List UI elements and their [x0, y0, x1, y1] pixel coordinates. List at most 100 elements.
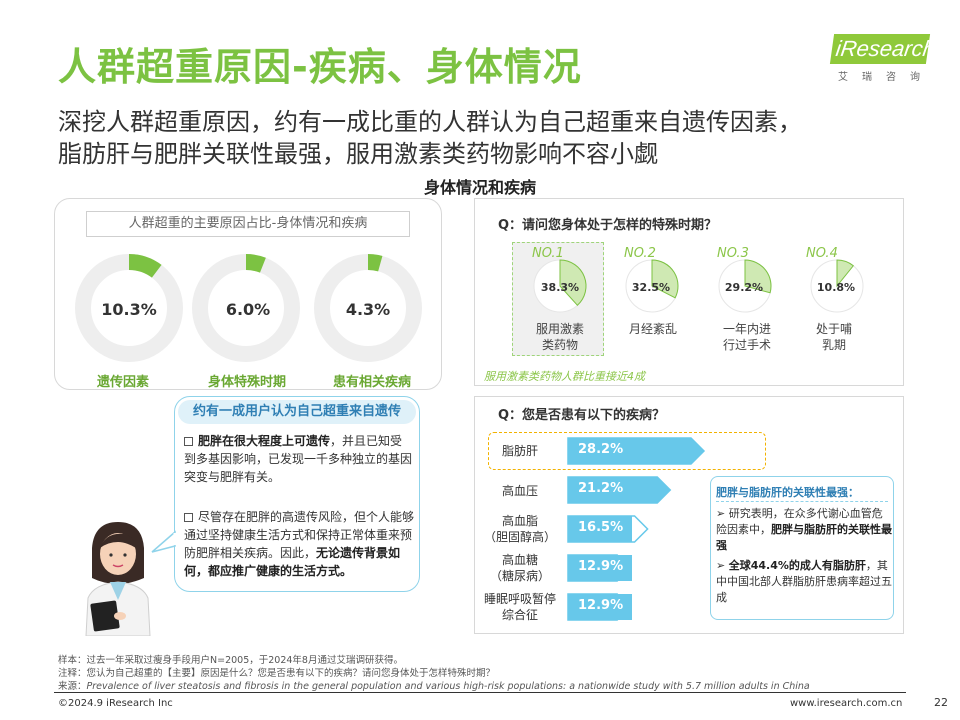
bubble-p1-text: ，并且已知受到多基因影响，已发现一千多种独立的基因突变与肥胖有关。 [184, 434, 413, 484]
reasons-card-title: 人群超重的主要原因占比-身体情况和疾病 [86, 211, 410, 237]
donut-label-3: 患有相关疾病 [332, 375, 411, 390]
donut-label-1: 遗传因素 [96, 375, 149, 390]
period-label-3: 一年内进 行过手术 [707, 321, 787, 353]
info-item-1: ➢ 研究表明，在众多代谢心血管危险因素中，肥胖与脂肪肝的关联性最强 [716, 506, 892, 554]
disease-label-1-line1: 脂肪肝 [501, 444, 538, 458]
disease-label-1: 脂肪肝 [474, 443, 566, 459]
checkbox-square-icon [184, 437, 193, 446]
subtitle-line-1: 深挖人群超重原因，约有一成比重的人群认为自己超重来自遗传因素， [58, 108, 802, 136]
genetics-bubble [174, 396, 420, 592]
bubble-paragraph-2: 尽管存在肥胖的高遗传风险，但个人能够通过坚持健康生活方式和保持正常体重来预防肥胖… [184, 508, 414, 580]
disease-value-1: 28.2% [578, 442, 624, 457]
info-item-2: ➢ 全球44.4%的成人有脂肪肝，其中中国北部人群脂肪肝患病率超过五成 [716, 558, 892, 606]
period-sector-1 [559, 259, 587, 306]
bubble-p2-text: 尽管存在肥胖的高遗传风险，但个人能够通过坚持健康生活方式和保持正常体重来预防肥胖… [184, 510, 415, 560]
checkbox-square-icon [184, 513, 193, 522]
info-item-2-bold: 全球44.4%的成人有脂肪肝 [728, 559, 866, 572]
logo-wordmark: iResearch [829, 34, 937, 64]
special-period-note: 服用激素类药物人群比重接近4成 [484, 370, 645, 383]
donut-value-3: 4.3% [345, 300, 391, 319]
top-disease-highlight [488, 432, 766, 470]
rank-label-3: NO.3 [717, 246, 749, 261]
donut-label-2: 身体特殊时期 [207, 375, 286, 390]
disease-label-5-line2: 综合征 [501, 608, 538, 622]
special-period-rings [533, 259, 864, 313]
footer-divider [54, 692, 906, 693]
ring-value-3: 29.2% [724, 281, 764, 294]
ring-value-2: 32.5% [631, 281, 671, 294]
period-label-1-line1: 服用激素 [535, 322, 584, 336]
disease-label-3-line1: 高血脂 [501, 514, 538, 528]
footnote-source: 来源：Prevalence of liver steatosis and fib… [58, 678, 810, 692]
period-label-1: 服用激素 类药物 [520, 321, 600, 353]
info-item-2-text: ，其中中国北部人群脂肪肝患病率超过五成 [716, 559, 892, 604]
info-heading: 肥胖与脂肪肝的关联性最强： [716, 486, 859, 499]
period-sector-3 [744, 259, 772, 294]
period-sector-4 [836, 259, 855, 288]
disease-value-5: 12.9% [578, 598, 624, 613]
subtitle-line-2: 脂肪肝与肥胖关联性最强，服用激素类药物影响不容小觑 [58, 140, 658, 168]
triangle-bullet-icon: ➢ [716, 507, 729, 520]
disease-label-4: 高血糖 （糖尿病） [474, 552, 566, 584]
ring-value-4: 10.8% [816, 281, 856, 294]
donut-arc-3 [367, 254, 383, 272]
disease-bar-2 [567, 476, 672, 504]
period-sector-2 [651, 259, 679, 299]
website-link[interactable]: www.iresearch.com.cn [790, 698, 903, 709]
rank-label-1: NO.1 [532, 246, 564, 261]
disease-bar-fill-4 [568, 555, 632, 581]
page-title: 人群超重原因-疾病、身体情况 [58, 45, 582, 89]
info-divider [716, 501, 888, 502]
footnote-sample: 样本：过去一年采取过瘦身手段用户N=2005，于2024年8月通过艾瑞调研获得。 [58, 655, 403, 666]
bubble-tail [151, 530, 177, 553]
rank-label-2: NO.2 [624, 246, 656, 261]
triangle-bullet-icon: ➢ [716, 559, 729, 572]
info-item-1-text: 研究表明，在众多代谢心血管危险因素中， [716, 507, 883, 536]
disease-label-4-line2: （糖尿病） [489, 569, 550, 583]
doctor-illustration [85, 522, 151, 636]
disease-label-2: 高血压 [474, 483, 566, 499]
copyright: ©2024.9 iResearch Inc [58, 698, 173, 709]
footnote-notes: 注释：您认为自己超重的【主要】原因是什么？您是否患有以下的疾病？请问您身体处于怎… [58, 668, 496, 679]
donut-value-2: 6.0% [225, 300, 271, 319]
footnote-source-text: Prevalence of liver steatosis and fibros… [86, 681, 810, 692]
disease-question: Q：您是否患有以下的疾病？ [498, 408, 666, 423]
period-label-3-line1: 一年内进 [722, 322, 771, 336]
disease-label-5-line1: 睡眠呼吸暂停 [483, 592, 556, 606]
bubble-paragraph-1: 肥胖在很大程度上可遗传，并且已知受到多基因影响，已发现一千多种独立的基因突变与肥… [184, 432, 414, 486]
disease-label-2-line1: 高血压 [501, 484, 538, 498]
donut-value-1: 10.3% [101, 300, 157, 319]
page-number: 22 [934, 696, 948, 709]
disease-value-3: 16.5% [578, 520, 624, 535]
disease-bar-1 [567, 437, 706, 465]
iresearch-logo: iResearch 艾瑞咨询 [829, 34, 937, 83]
period-label-4-line2: 乳期 [821, 338, 846, 352]
disease-bar-fill-3 [568, 516, 632, 542]
donut-arc-1 [128, 254, 162, 278]
disease-value-4: 12.9% [578, 559, 624, 574]
period-label-4-line1: 处于哺 [815, 322, 852, 336]
period-label-4: 处于哺 乳期 [794, 321, 874, 353]
disease-bar-fill-5 [568, 594, 632, 620]
special-period-question: Q：请问您身体处于怎样的特殊时期？ [498, 218, 718, 233]
period-label-2: 月经紊乱 [613, 321, 693, 337]
bubble-p1-bold: 肥胖在很大程度上可遗传 [198, 434, 331, 448]
disease-label-3-line2: （胆固醇高） [483, 530, 556, 544]
period-label-1-line2: 类药物 [541, 338, 578, 352]
logo-subtext: 艾瑞咨询 [838, 72, 934, 83]
disease-bar-chart [567, 437, 706, 621]
disease-value-2: 21.2% [578, 481, 624, 496]
donut-arc-2 [245, 254, 266, 273]
disease-label-3: 高血脂 （胆固醇高） [474, 513, 566, 545]
bubble-p2-bold: 无论遗传背景如何，都应推广健康的生活方式。 [184, 546, 401, 578]
disease-label-5: 睡眠呼吸暂停 综合征 [474, 591, 566, 623]
fatty-liver-info-box [710, 476, 894, 620]
ring-value-1: 38.3% [540, 281, 580, 294]
rank-label-4: NO.4 [806, 246, 838, 261]
footnote-source-label: 来源： [58, 681, 87, 692]
donut-charts [75, 254, 422, 362]
disease-label-4-line1: 高血糖 [501, 553, 538, 567]
period-label-3-line2: 行过手术 [722, 338, 771, 352]
period-label-2-line1: 月经紊乱 [628, 322, 677, 336]
info-item-1-bold: 肥胖与脂肪肝的关联性最强 [716, 523, 892, 552]
